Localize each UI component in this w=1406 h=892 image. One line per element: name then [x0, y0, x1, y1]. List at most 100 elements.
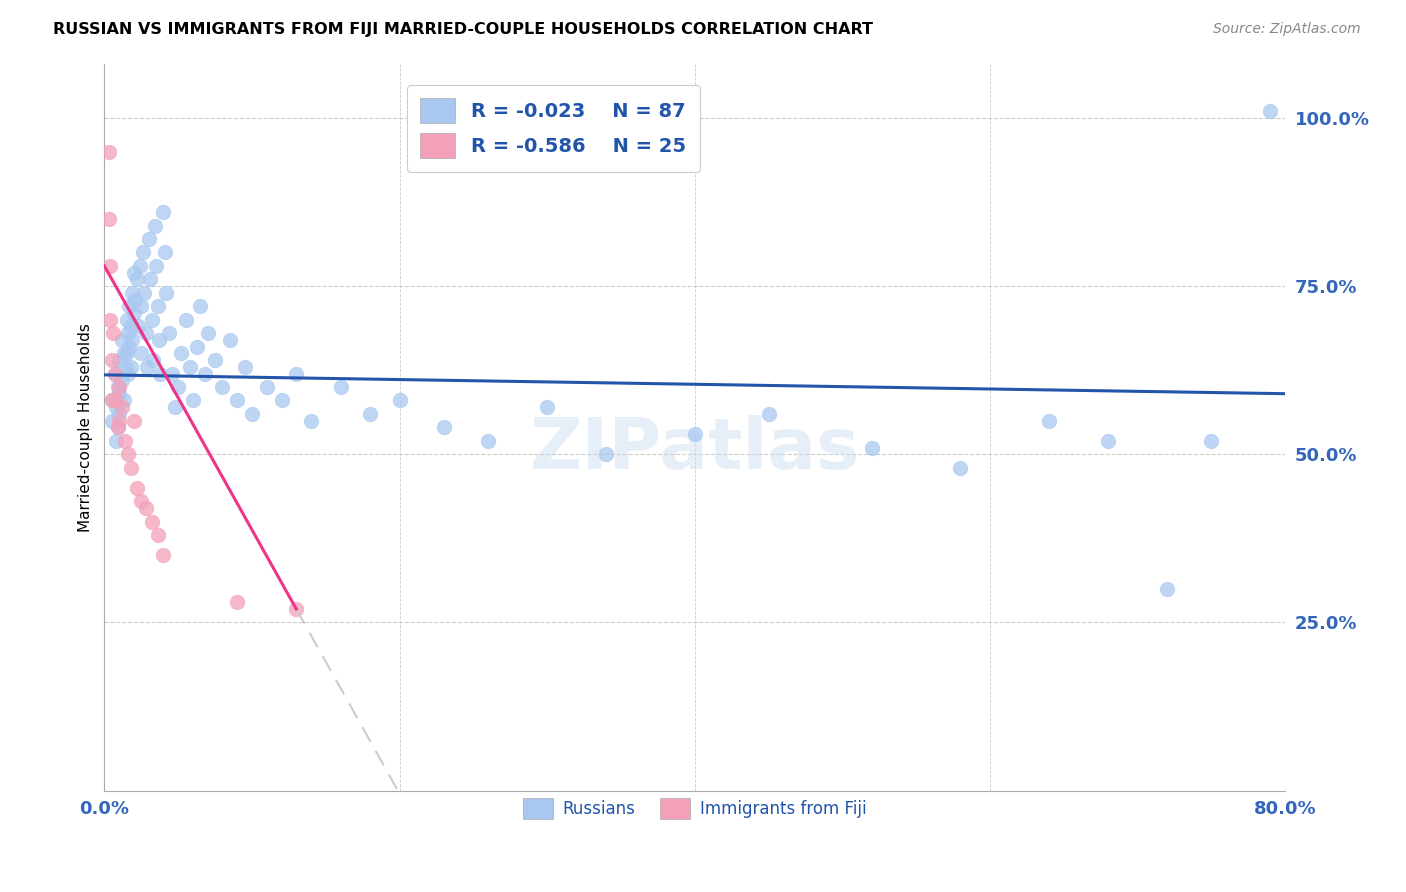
- Point: [104, 367, 127, 381]
- Point: [97, 211, 120, 226]
- Point: [97, 145, 120, 159]
- Point: [536, 400, 558, 414]
- Point: [98, 312, 121, 326]
- Point: [179, 359, 201, 374]
- Point: [103, 326, 125, 340]
- Point: [256, 380, 278, 394]
- Point: [1038, 414, 1060, 428]
- Point: [329, 380, 352, 394]
- Point: [240, 407, 263, 421]
- Point: [949, 460, 972, 475]
- Point: [157, 326, 180, 340]
- Point: [138, 232, 160, 246]
- Point: [181, 393, 204, 408]
- Point: [100, 414, 122, 428]
- Point: [174, 312, 197, 326]
- Point: [100, 393, 122, 408]
- Point: [100, 353, 122, 368]
- Point: [218, 333, 240, 347]
- Point: [105, 400, 128, 414]
- Point: [128, 259, 150, 273]
- Point: [114, 359, 136, 374]
- Y-axis label: Married-couple Households: Married-couple Households: [79, 323, 93, 532]
- Point: [108, 380, 131, 394]
- Point: [162, 367, 184, 381]
- Point: [860, 441, 883, 455]
- Point: [117, 326, 139, 340]
- Point: [135, 501, 157, 516]
- Legend: Russians, Immigrants from Fiji: Russians, Immigrants from Fiji: [516, 791, 873, 826]
- Point: [122, 306, 145, 320]
- Point: [112, 393, 135, 408]
- Point: [125, 481, 148, 495]
- Point: [142, 353, 165, 368]
- Point: [1201, 434, 1223, 448]
- Point: [115, 346, 138, 360]
- Point: [117, 447, 139, 461]
- Point: [114, 434, 136, 448]
- Point: [115, 312, 138, 326]
- Point: [683, 427, 706, 442]
- Point: [211, 380, 233, 394]
- Point: [285, 602, 308, 616]
- Point: [146, 528, 169, 542]
- Point: [100, 393, 122, 408]
- Point: [595, 447, 617, 461]
- Point: [120, 359, 142, 374]
- Point: [111, 333, 134, 347]
- Point: [132, 245, 155, 260]
- Point: [107, 420, 129, 434]
- Point: [146, 299, 169, 313]
- Point: [120, 319, 142, 334]
- Point: [197, 326, 219, 340]
- Point: [105, 434, 128, 448]
- Point: [118, 299, 141, 313]
- Point: [145, 259, 167, 273]
- Text: ZIPatlas: ZIPatlas: [530, 415, 860, 483]
- Point: [111, 373, 134, 387]
- Point: [112, 346, 135, 360]
- Point: [186, 340, 208, 354]
- Point: [233, 359, 256, 374]
- Point: [1260, 104, 1282, 119]
- Point: [170, 346, 193, 360]
- Text: Source: ZipAtlas.com: Source: ZipAtlas.com: [1213, 22, 1361, 37]
- Point: [134, 285, 156, 300]
- Point: [127, 319, 149, 334]
- Point: [111, 400, 134, 414]
- Point: [153, 245, 176, 260]
- Point: [136, 359, 159, 374]
- Point: [152, 548, 174, 562]
- Point: [108, 414, 131, 428]
- Point: [107, 380, 129, 394]
- Point: [141, 515, 163, 529]
- Point: [141, 312, 163, 326]
- Point: [98, 259, 121, 273]
- Point: [118, 340, 141, 354]
- Point: [149, 367, 172, 381]
- Point: [108, 407, 131, 421]
- Point: [125, 272, 148, 286]
- Point: [152, 205, 174, 219]
- Point: [226, 393, 249, 408]
- Point: [433, 420, 456, 434]
- Point: [121, 285, 143, 300]
- Point: [285, 367, 308, 381]
- Point: [477, 434, 499, 448]
- Point: [108, 353, 131, 368]
- Point: [120, 460, 142, 475]
- Point: [270, 393, 292, 408]
- Point: [359, 407, 381, 421]
- Point: [226, 595, 249, 609]
- Point: [121, 333, 143, 347]
- Text: RUSSIAN VS IMMIGRANTS FROM FIJI MARRIED-COUPLE HOUSEHOLDS CORRELATION CHART: RUSSIAN VS IMMIGRANTS FROM FIJI MARRIED-…: [53, 22, 873, 37]
- Point: [135, 326, 157, 340]
- Point: [194, 367, 217, 381]
- Point: [108, 386, 131, 401]
- Point: [758, 407, 780, 421]
- Point: [143, 219, 166, 233]
- Point: [124, 293, 146, 307]
- Point: [388, 393, 411, 408]
- Point: [129, 346, 152, 360]
- Point: [167, 380, 190, 394]
